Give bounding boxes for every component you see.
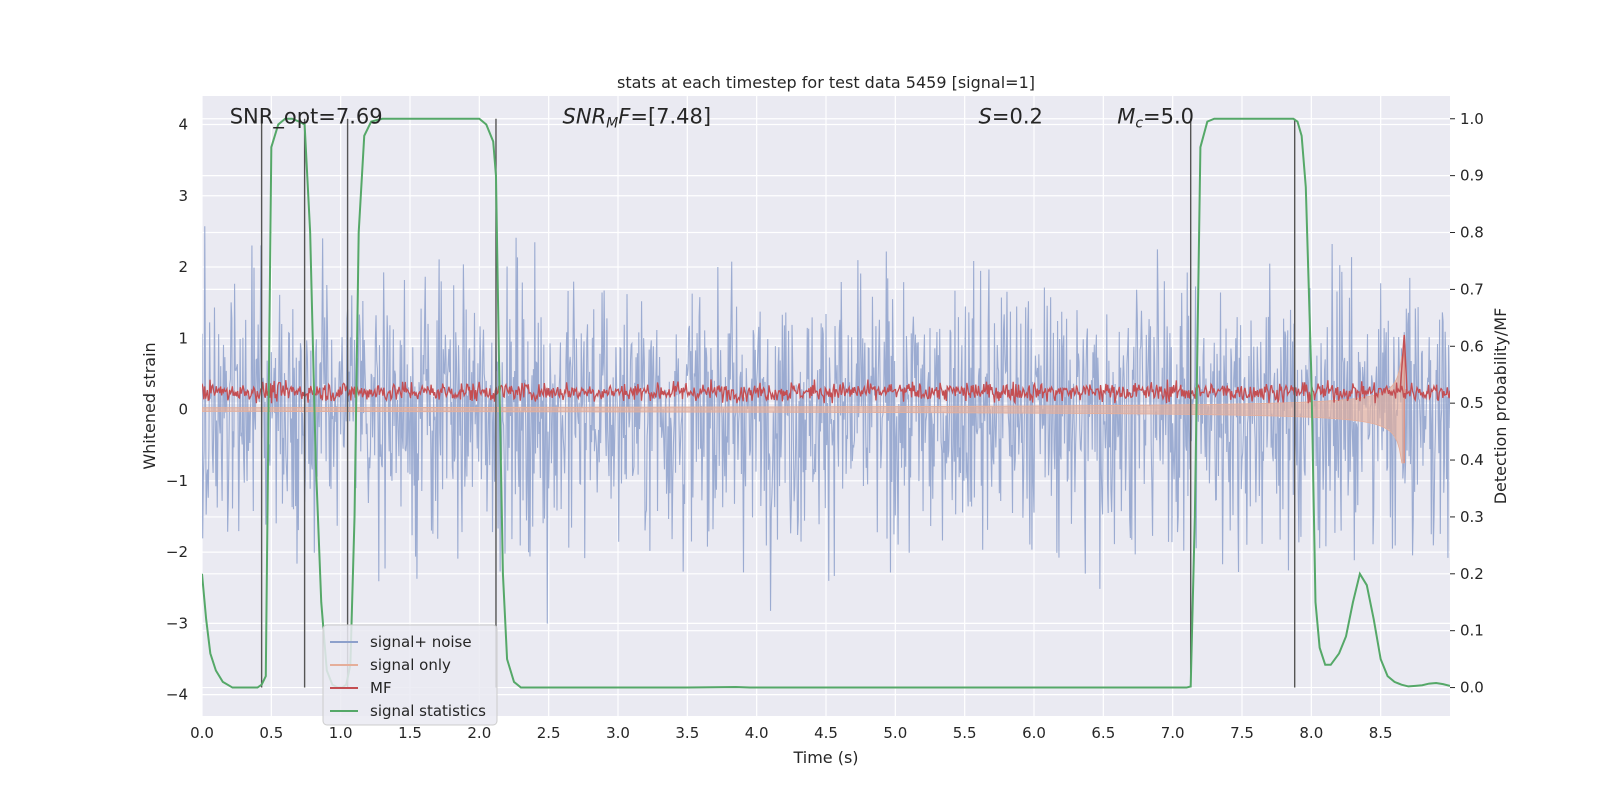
y-left-tick-label: 3: [178, 187, 188, 205]
annotation-1: SNRMF=[7.48]: [563, 105, 712, 132]
y-left-tick-label: −1: [166, 472, 188, 490]
annotation-2: S=0.2: [979, 105, 1043, 129]
y-left-tick-label: −3: [166, 614, 188, 632]
y-right-tick-label: 0.5: [1460, 394, 1484, 412]
y-left-tick-label: 4: [178, 116, 188, 134]
annotation-main: M: [1117, 105, 1135, 129]
signal-noise-line: [202, 226, 1450, 624]
series-signal-noise: [202, 226, 1450, 624]
y-right-tick-label: 0.4: [1460, 451, 1484, 469]
y-left-tick-label: −4: [166, 686, 188, 704]
y-right-tick-label: 0.2: [1460, 565, 1484, 583]
x-tick-label: 8.0: [1299, 724, 1323, 742]
legend-box: [322, 624, 498, 726]
x-tick-label: 6.0: [1022, 724, 1046, 742]
x-tick-label: 7.0: [1161, 724, 1185, 742]
series-mf: [202, 334, 1450, 405]
x-tick-label: 1.5: [398, 724, 422, 742]
y-right-tick-label: 0.8: [1460, 224, 1484, 242]
y-right-tick-label: 0.1: [1460, 622, 1484, 640]
x-tick-label: 6.5: [1091, 724, 1115, 742]
y-right-tick-label: 0.0: [1460, 679, 1484, 697]
annotation-3: Mc=5.0: [1117, 105, 1194, 132]
legend: signal+ noise signal only MF signal stat…: [322, 624, 498, 726]
y-right-tick-label: 0.7: [1460, 280, 1484, 298]
y-right-tick-label: 0.3: [1460, 508, 1484, 526]
y-left-tick-label: 0: [178, 401, 188, 419]
x-tick-label: 4.0: [745, 724, 769, 742]
x-tick-label: 0.5: [259, 724, 283, 742]
annotation-sub: c: [1135, 116, 1143, 132]
signal-statistics-line: [202, 117, 1450, 689]
y-right-tick-label: 0.6: [1460, 337, 1484, 355]
y-right-tick-label: 1.0: [1460, 110, 1484, 128]
annotation-main: SNR: [563, 105, 607, 129]
annotation-0: SNR_opt=7.69: [230, 105, 383, 130]
axis-ticks: 0.0 0.5 1.0 1.5 2.0 2.5 3.0 3.5 4.0 4.5 5.0 5.5 6.0 6…: [166, 110, 1484, 742]
annotation-main: S: [979, 105, 992, 129]
y-right-tick-label: 0.9: [1460, 167, 1484, 185]
legend-label-signal-noise: signal+ noise: [370, 633, 472, 651]
annotation-tail: =5.0: [1143, 105, 1194, 129]
x-tick-label: 2.0: [467, 724, 491, 742]
x-axis-label: Time (s): [792, 748, 858, 767]
x-tick-label: 8.5: [1369, 724, 1393, 742]
y-axis-label-left: Whitened strain: [140, 342, 159, 469]
annotation-tail-rest: =[7.48]: [630, 105, 711, 129]
x-tick-label: 3.0: [606, 724, 630, 742]
annotation-tail: F=[7.48]: [618, 105, 711, 129]
x-tick-label: 5.0: [883, 724, 907, 742]
x-tick-label: 7.5: [1230, 724, 1254, 742]
series-signal-statistics: [202, 117, 1450, 689]
annotation-tail: =0.2: [992, 105, 1043, 129]
annotation-tail-italic: F: [618, 105, 631, 129]
annotations: SNR_opt=7.69 SNRMF=[7.48] S=0.2 Mc=5.0: [230, 105, 1194, 132]
x-tick-label: 5.5: [953, 724, 977, 742]
y-left-tick-label: −2: [166, 543, 188, 561]
mf-peak: [1399, 334, 1408, 392]
x-tick-label: 4.5: [814, 724, 838, 742]
legend-label-mf: MF: [370, 679, 392, 697]
annotation-sub: M: [606, 116, 618, 132]
chart-title: stats at each timestep for test data 545…: [617, 73, 1035, 92]
y-axis-label-right: Detection probability/MF: [1491, 308, 1510, 505]
x-tick-label: 2.5: [537, 724, 561, 742]
series-signal-only: [202, 338, 1405, 464]
legend-label-signal-statistics: signal statistics: [370, 702, 486, 720]
x-tick-label: 1.0: [329, 724, 353, 742]
legend-label-signal-only: signal only: [370, 656, 451, 674]
y-left-tick-label: 2: [178, 258, 188, 276]
y-left-tick-label: 1: [178, 329, 188, 347]
x-tick-label: 3.5: [675, 724, 699, 742]
mf-line: [202, 379, 1450, 405]
x-tick-label: 0.0: [190, 724, 214, 742]
